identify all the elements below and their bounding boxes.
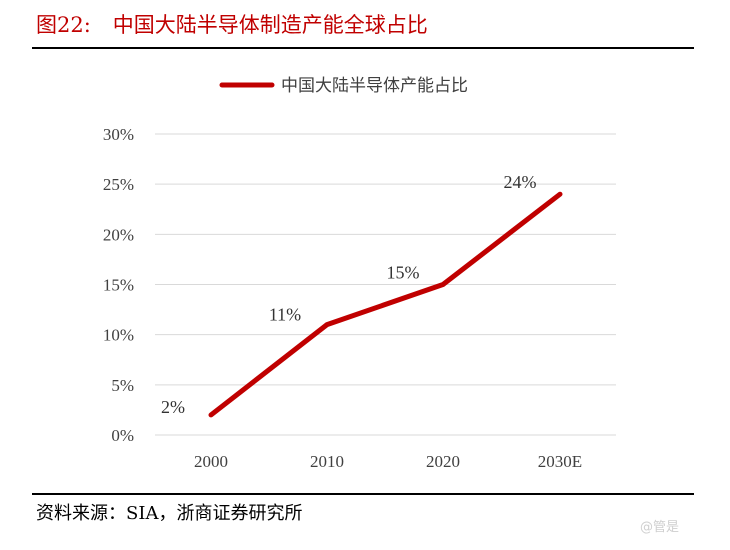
y-tick-label: 15% (103, 276, 134, 295)
top-rule (32, 47, 694, 49)
figure-title: 图22: 中国大陆半导体制造产能全球占比 (36, 9, 428, 39)
y-tick-label: 5% (111, 376, 134, 395)
data-label: 2% (161, 397, 185, 417)
x-tick-label: 2010 (310, 452, 344, 471)
source-note: 资料来源：SIA，浙商证券研究所 (36, 503, 303, 524)
legend-label: 中国大陆半导体产能占比 (281, 76, 468, 96)
x-tick-label: 2020 (426, 452, 460, 471)
series-line (208, 191, 563, 418)
data-label: 11% (269, 305, 301, 325)
figure-title-text: 中国大陆半导体制造产能全球占比 (112, 13, 428, 37)
y-tick-label: 10% (103, 326, 134, 345)
x-tick-label: 2000 (194, 452, 228, 471)
figure-label: 图22: (36, 13, 91, 37)
y-tick-label: 20% (103, 225, 134, 244)
y-tick-label: 25% (103, 175, 134, 194)
watermark: @管是 (640, 520, 680, 535)
data-label: 15% (387, 263, 420, 283)
bottom-rule (32, 493, 694, 495)
y-tick-label: 30% (103, 125, 134, 144)
y-tick-label: 0% (111, 426, 134, 445)
data-label: 24% (504, 172, 537, 192)
line-chart: 0% 5% 10% 15% 20% 25% 30% 2000 2010 2020 2030E 2% 11… (103, 76, 616, 471)
x-tick-label: 2030E (538, 452, 582, 471)
